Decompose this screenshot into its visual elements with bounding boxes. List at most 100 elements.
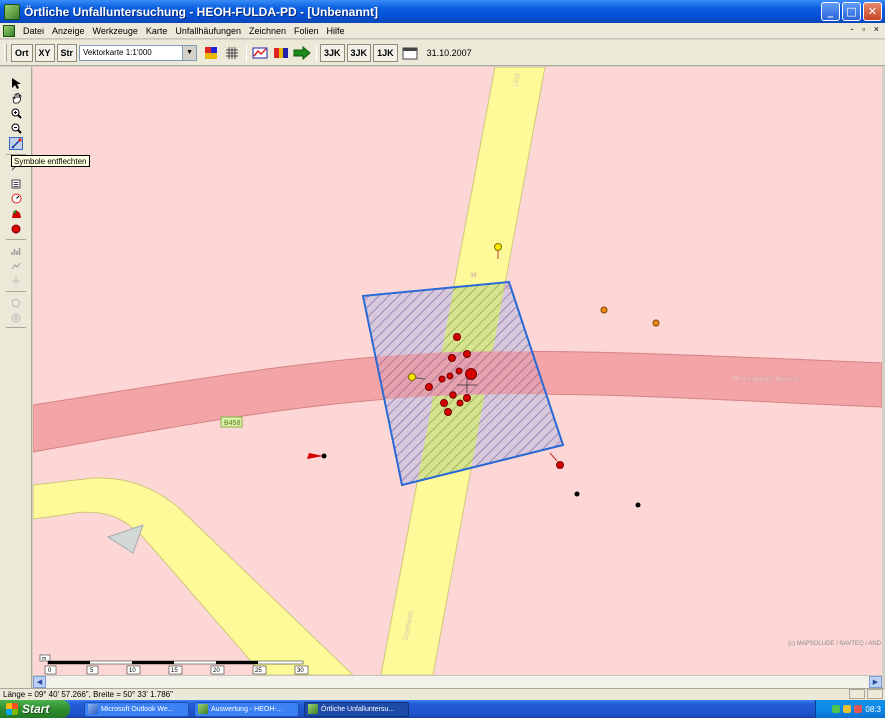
circle-tool-icon[interactable] xyxy=(9,311,23,324)
accident-point[interactable] xyxy=(574,491,580,497)
layer-color-icon[interactable] xyxy=(271,44,291,62)
statistics-icon[interactable] xyxy=(9,244,23,257)
menu-unfallhaeufungen[interactable]: Unfallhäufungen xyxy=(175,25,241,36)
3jk-p-button[interactable]: 3JK xyxy=(346,43,372,62)
status-pane xyxy=(867,689,883,699)
main-toolbar: Ort XY Str Vektorkarte 1:1'000 ▼ 3JK 3JK… xyxy=(0,40,885,66)
app-icon xyxy=(308,704,318,714)
task-label: Auswertung - HEOH-... xyxy=(211,705,283,713)
menu-zeichnen[interactable]: Zeichnen xyxy=(248,25,287,36)
ort-button[interactable]: Ort xyxy=(11,43,33,62)
palette-separator xyxy=(6,291,26,292)
menu-karte[interactable]: Karte xyxy=(145,25,168,36)
menu-datei[interactable]: Datei xyxy=(23,25,45,36)
toolbar-separator xyxy=(246,43,248,62)
red-point-icon[interactable] xyxy=(9,222,23,235)
menu-bar: Datei Anzeige Werkzeuge Karte Unfallhäuf… xyxy=(0,23,885,39)
list-icon[interactable] xyxy=(9,177,23,190)
accident-point[interactable] xyxy=(494,243,502,251)
system-tray: 08:3 xyxy=(815,700,885,718)
palette-separator xyxy=(6,154,26,155)
document-icon[interactable] xyxy=(3,24,15,37)
line-chart-icon[interactable] xyxy=(9,259,23,272)
scale-tick: 30 xyxy=(297,668,304,674)
taskbar-item-unfalluntersuchung[interactable]: Örtliche Unfalluntersu... xyxy=(304,701,409,717)
accident-point[interactable] xyxy=(556,461,564,469)
petersberger-strasse-road xyxy=(33,350,882,453)
scale-bar: m 0 5 10 15 20 25 30 xyxy=(39,654,309,675)
taskbar-item-auswertung[interactable]: Auswertung - HEOH-... xyxy=(194,701,299,717)
selection-polygon[interactable] xyxy=(361,280,565,487)
map-drawing[interactable]: Petersberger Strasse Goethestr. Lind B45… xyxy=(33,67,882,675)
window-controls: _ □ ✕ xyxy=(821,2,882,21)
speed-icon[interactable] xyxy=(9,192,23,205)
date-display: 31.10.2007 xyxy=(426,47,472,58)
plus-icon[interactable] xyxy=(9,274,23,287)
network-icon[interactable] xyxy=(832,705,841,713)
xy-button[interactable]: XY xyxy=(34,43,55,62)
accident-point[interactable] xyxy=(600,306,608,314)
app-icon xyxy=(198,704,208,714)
toolbar-separator xyxy=(316,43,318,62)
windows-flag-icon xyxy=(6,703,18,715)
security-icon[interactable] xyxy=(854,705,863,713)
map-type-value: Vektorkarte 1:1'000 xyxy=(83,48,152,57)
calendar-icon[interactable] xyxy=(400,44,420,62)
road-label-petersberger: Petersberger Strasse xyxy=(733,376,799,383)
zoom-in-icon[interactable] xyxy=(9,107,23,120)
accident-marker-icon[interactable] xyxy=(9,207,23,220)
palette-separator xyxy=(6,239,26,240)
house-number: 38 xyxy=(503,285,510,291)
close-button[interactable]: ✕ xyxy=(863,2,882,21)
menu-werkzeuge[interactable]: Werkzeuge xyxy=(92,25,138,36)
scroll-left-icon[interactable]: ◀ xyxy=(33,676,46,688)
scroll-right-icon[interactable]: ▶ xyxy=(869,676,882,688)
route-sign-label: B458 xyxy=(224,420,240,427)
start-button[interactable]: Start xyxy=(0,700,70,718)
horizontal-scrollbar[interactable]: ◀ ▶ xyxy=(33,675,882,688)
lower-left-road xyxy=(33,477,354,675)
title-bar[interactable]: Örtliche Unfalluntersuchung - HEOH-FULDA… xyxy=(0,0,885,23)
pan-hand-icon[interactable] xyxy=(9,92,23,105)
map-copyright: (c) MAPSOLUDE / NAVTEQ / AND xyxy=(788,641,881,647)
minimize-button[interactable]: _ xyxy=(821,2,840,21)
toolbar-grip[interactable] xyxy=(4,43,7,62)
house-number: 38 xyxy=(470,273,477,279)
polygon-icon[interactable] xyxy=(9,296,23,309)
map-type-select[interactable]: Vektorkarte 1:1'000 ▼ xyxy=(79,44,198,61)
arrow-right-icon[interactable] xyxy=(292,44,312,62)
str-button[interactable]: Str xyxy=(56,43,78,62)
grid-icon[interactable] xyxy=(222,44,242,62)
task-label: Microsoft Outlook We... xyxy=(101,705,174,713)
tool-tooltip: Symbole entflechten xyxy=(11,155,90,167)
1jk-button[interactable]: 1JK xyxy=(373,43,398,62)
map-overlay-icon[interactable] xyxy=(250,44,270,62)
menu-hilfe[interactable]: Hilfe xyxy=(326,25,345,36)
accident-point[interactable] xyxy=(652,319,660,327)
map-canvas[interactable]: Petersberger Strasse Goethestr. Lind B45… xyxy=(33,67,882,675)
scale-tick: 0 xyxy=(48,668,52,674)
symbols-untangle-icon[interactable] xyxy=(9,137,23,150)
app-icon xyxy=(4,3,20,20)
taskbar-item-outlook[interactable]: Microsoft Outlook We... xyxy=(84,701,189,717)
status-panes xyxy=(849,689,883,699)
menu-anzeige[interactable]: Anzeige xyxy=(52,25,85,36)
scale-tick: 20 xyxy=(213,668,220,674)
volume-icon[interactable] xyxy=(843,705,852,713)
accident-point[interactable] xyxy=(321,453,327,459)
mdi-controls[interactable]: - ▫ × xyxy=(850,24,882,34)
accident-point[interactable] xyxy=(635,502,641,508)
scale-tick: 5 xyxy=(90,668,94,674)
select-arrow-icon[interactable] xyxy=(9,77,23,90)
zoom-out-icon[interactable] xyxy=(9,122,23,135)
outlook-icon xyxy=(88,704,98,714)
maximize-button[interactable]: □ xyxy=(842,2,861,21)
chevron-down-icon[interactable]: ▼ xyxy=(182,45,197,60)
legend-icon[interactable] xyxy=(201,44,221,62)
menu-folien[interactable]: Folien xyxy=(294,25,319,36)
scale-tick: 15 xyxy=(171,668,178,674)
3jk-sp-button[interactable]: 3JK xyxy=(320,43,345,62)
palette-separator xyxy=(6,327,26,328)
accident-cluster[interactable] xyxy=(408,333,478,416)
